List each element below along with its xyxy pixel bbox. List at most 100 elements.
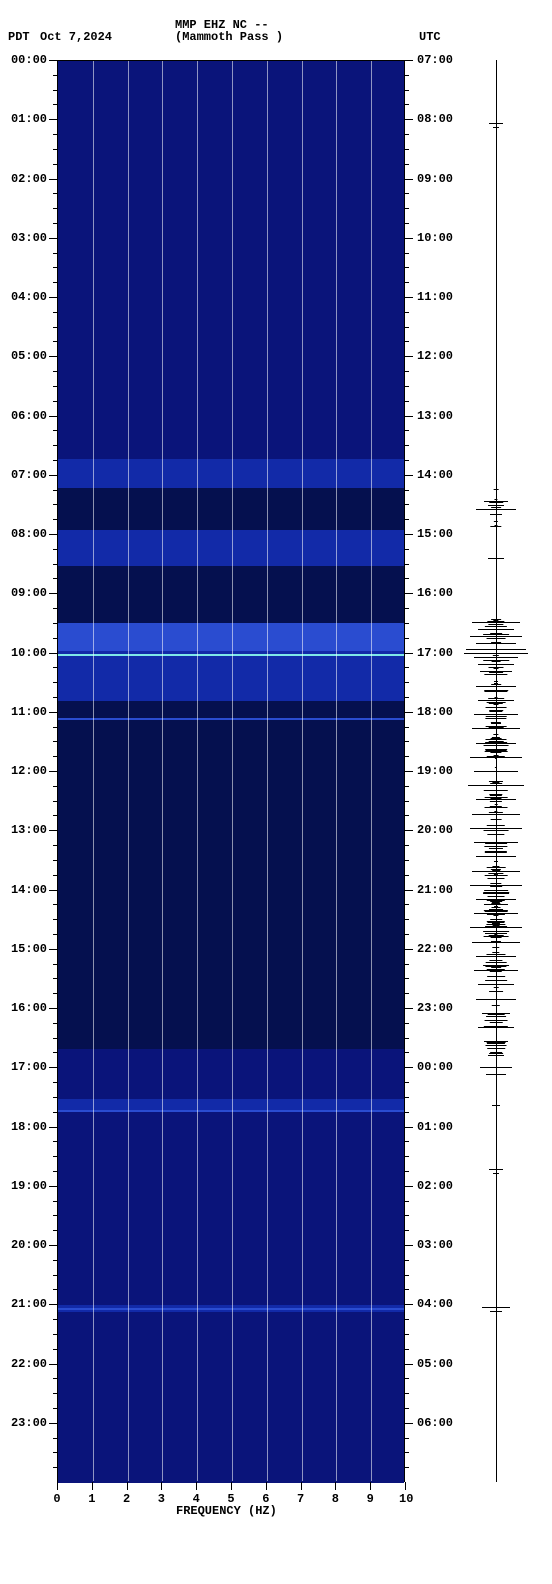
seismogram-spike [488,896,505,897]
left-time-minor-tick [53,1038,57,1039]
right-time-minor-tick [405,993,409,994]
right-time-minor-tick [405,1334,409,1335]
left-time-label: 02:00 [7,172,47,186]
seismogram-spike [494,668,499,669]
right-time-minor-tick [405,801,409,802]
right-time-tick [405,1008,413,1009]
left-time-minor-tick [53,1452,57,1453]
left-time-minor-tick [53,1289,57,1290]
seismogram-spike [472,942,520,943]
seismogram-spike [485,927,507,928]
right-time-label: 01:00 [417,1120,457,1134]
left-time-minor-tick [53,608,57,609]
seismogram-spike [490,886,502,887]
seismogram-spike [486,1016,506,1017]
station-name-label: (Mammoth Pass ) [175,30,283,44]
left-time-label: 10:00 [7,646,47,660]
seismogram-spike [492,653,500,654]
seismogram-spike [486,750,507,751]
x-axis-tick [266,1482,267,1490]
seismogram-spike [483,892,509,893]
spectrogram-intensity-band [58,1312,404,1483]
left-time-tick [49,534,57,535]
left-time-minor-tick [53,445,57,446]
seismogram-spike [489,911,503,912]
seismogram-spike [495,758,497,759]
seismogram-spike [486,1074,506,1075]
right-time-minor-tick [405,149,409,150]
seismogram-spike [492,1005,500,1006]
left-time-tick [49,356,57,357]
right-time-label: 11:00 [417,290,457,304]
right-time-minor-tick [405,371,409,372]
right-time-minor-tick [405,134,409,135]
seismogram-spike [487,702,506,703]
right-time-minor-tick [405,1023,409,1024]
seismogram-spike [493,734,498,735]
right-time-minor-tick [405,578,409,579]
seismogram-spike [480,1067,512,1068]
seismogram-spike [483,871,508,872]
spectrogram-intensity-band [58,1110,404,1305]
frequency-gridline [336,61,337,1481]
left-time-minor-tick [53,919,57,920]
right-time-tick [405,1245,413,1246]
spectrogram-bright-streak [58,1308,404,1310]
right-time-label: 20:00 [417,823,457,837]
seismogram-spike [487,878,504,879]
seismogram-spike [491,722,501,723]
seismogram-spike [491,869,501,870]
seismogram-spike [489,1053,503,1054]
seismogram-spike [485,999,507,1000]
right-time-label: 15:00 [417,527,457,541]
left-time-tick [49,653,57,654]
seismogram-spike [485,852,507,853]
left-time-minor-tick [53,1393,57,1394]
right-time-label: 14:00 [417,468,457,482]
seismogram-spike [490,514,502,515]
left-time-label: 01:00 [7,112,47,126]
left-time-label: 04:00 [7,290,47,304]
frequency-gridline [232,61,233,1481]
seismogram-spike [484,714,508,715]
left-time-minor-tick [53,371,57,372]
seismogram-spike [489,991,503,992]
right-time-tick [405,60,413,61]
x-axis-tick [405,1482,406,1490]
spectrogram-intensity-band [58,1049,404,1099]
left-time-minor-tick [53,282,57,283]
left-time-minor-tick [53,964,57,965]
left-time-label: 23:00 [7,1416,47,1430]
right-time-label: 03:00 [417,1238,457,1252]
left-time-label: 15:00 [7,942,47,956]
seismogram-spike [484,1026,508,1027]
left-time-minor-tick [53,727,57,728]
right-time-minor-tick [405,282,409,283]
seismogram-spike [493,655,499,656]
right-time-minor-tick [405,75,409,76]
seismogram-spike [483,634,509,635]
left-time-minor-tick [53,1260,57,1261]
right-time-minor-tick [405,1038,409,1039]
right-time-minor-tick [405,1260,409,1261]
seismogram-spike [485,797,508,798]
left-time-label: 19:00 [7,1179,47,1193]
right-time-minor-tick [405,919,409,920]
x-axis-tick-label: 4 [190,1492,202,1506]
seismogram-spike [485,980,507,981]
seismogram-spike [486,716,507,717]
left-time-minor-tick [53,978,57,979]
seismogram-spike [492,1105,500,1106]
seismogram-spike [490,1311,502,1312]
seismogram-spike [484,890,508,891]
left-time-minor-tick [53,401,57,402]
left-time-minor-tick [53,904,57,905]
right-time-tick [405,771,413,772]
seismogram-spike [489,794,502,795]
seismogram-spike [491,642,501,643]
right-time-minor-tick [405,1349,409,1350]
right-time-minor-tick [405,519,409,520]
right-time-tick [405,534,413,535]
right-time-tick [405,1186,413,1187]
right-time-tick [405,712,413,713]
